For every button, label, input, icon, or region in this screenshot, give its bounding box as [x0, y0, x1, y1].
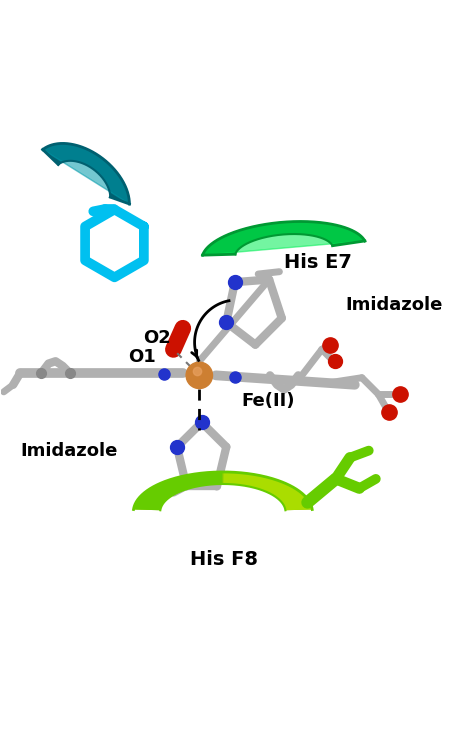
Polygon shape: [134, 472, 222, 510]
Circle shape: [190, 366, 209, 385]
Polygon shape: [43, 143, 129, 204]
Text: Fe(II): Fe(II): [242, 392, 295, 410]
Text: O1: O1: [128, 348, 156, 366]
Text: Imidazole: Imidazole: [20, 442, 118, 460]
Polygon shape: [223, 472, 312, 510]
Polygon shape: [202, 222, 365, 255]
Text: O2: O2: [143, 329, 171, 347]
Text: His E7: His E7: [284, 253, 352, 272]
Polygon shape: [43, 143, 129, 204]
Text: His F8: His F8: [190, 550, 258, 568]
Text: Imidazole: Imidazole: [346, 295, 443, 313]
Polygon shape: [202, 222, 365, 255]
Circle shape: [194, 370, 205, 380]
Polygon shape: [134, 472, 312, 510]
Circle shape: [186, 362, 212, 389]
